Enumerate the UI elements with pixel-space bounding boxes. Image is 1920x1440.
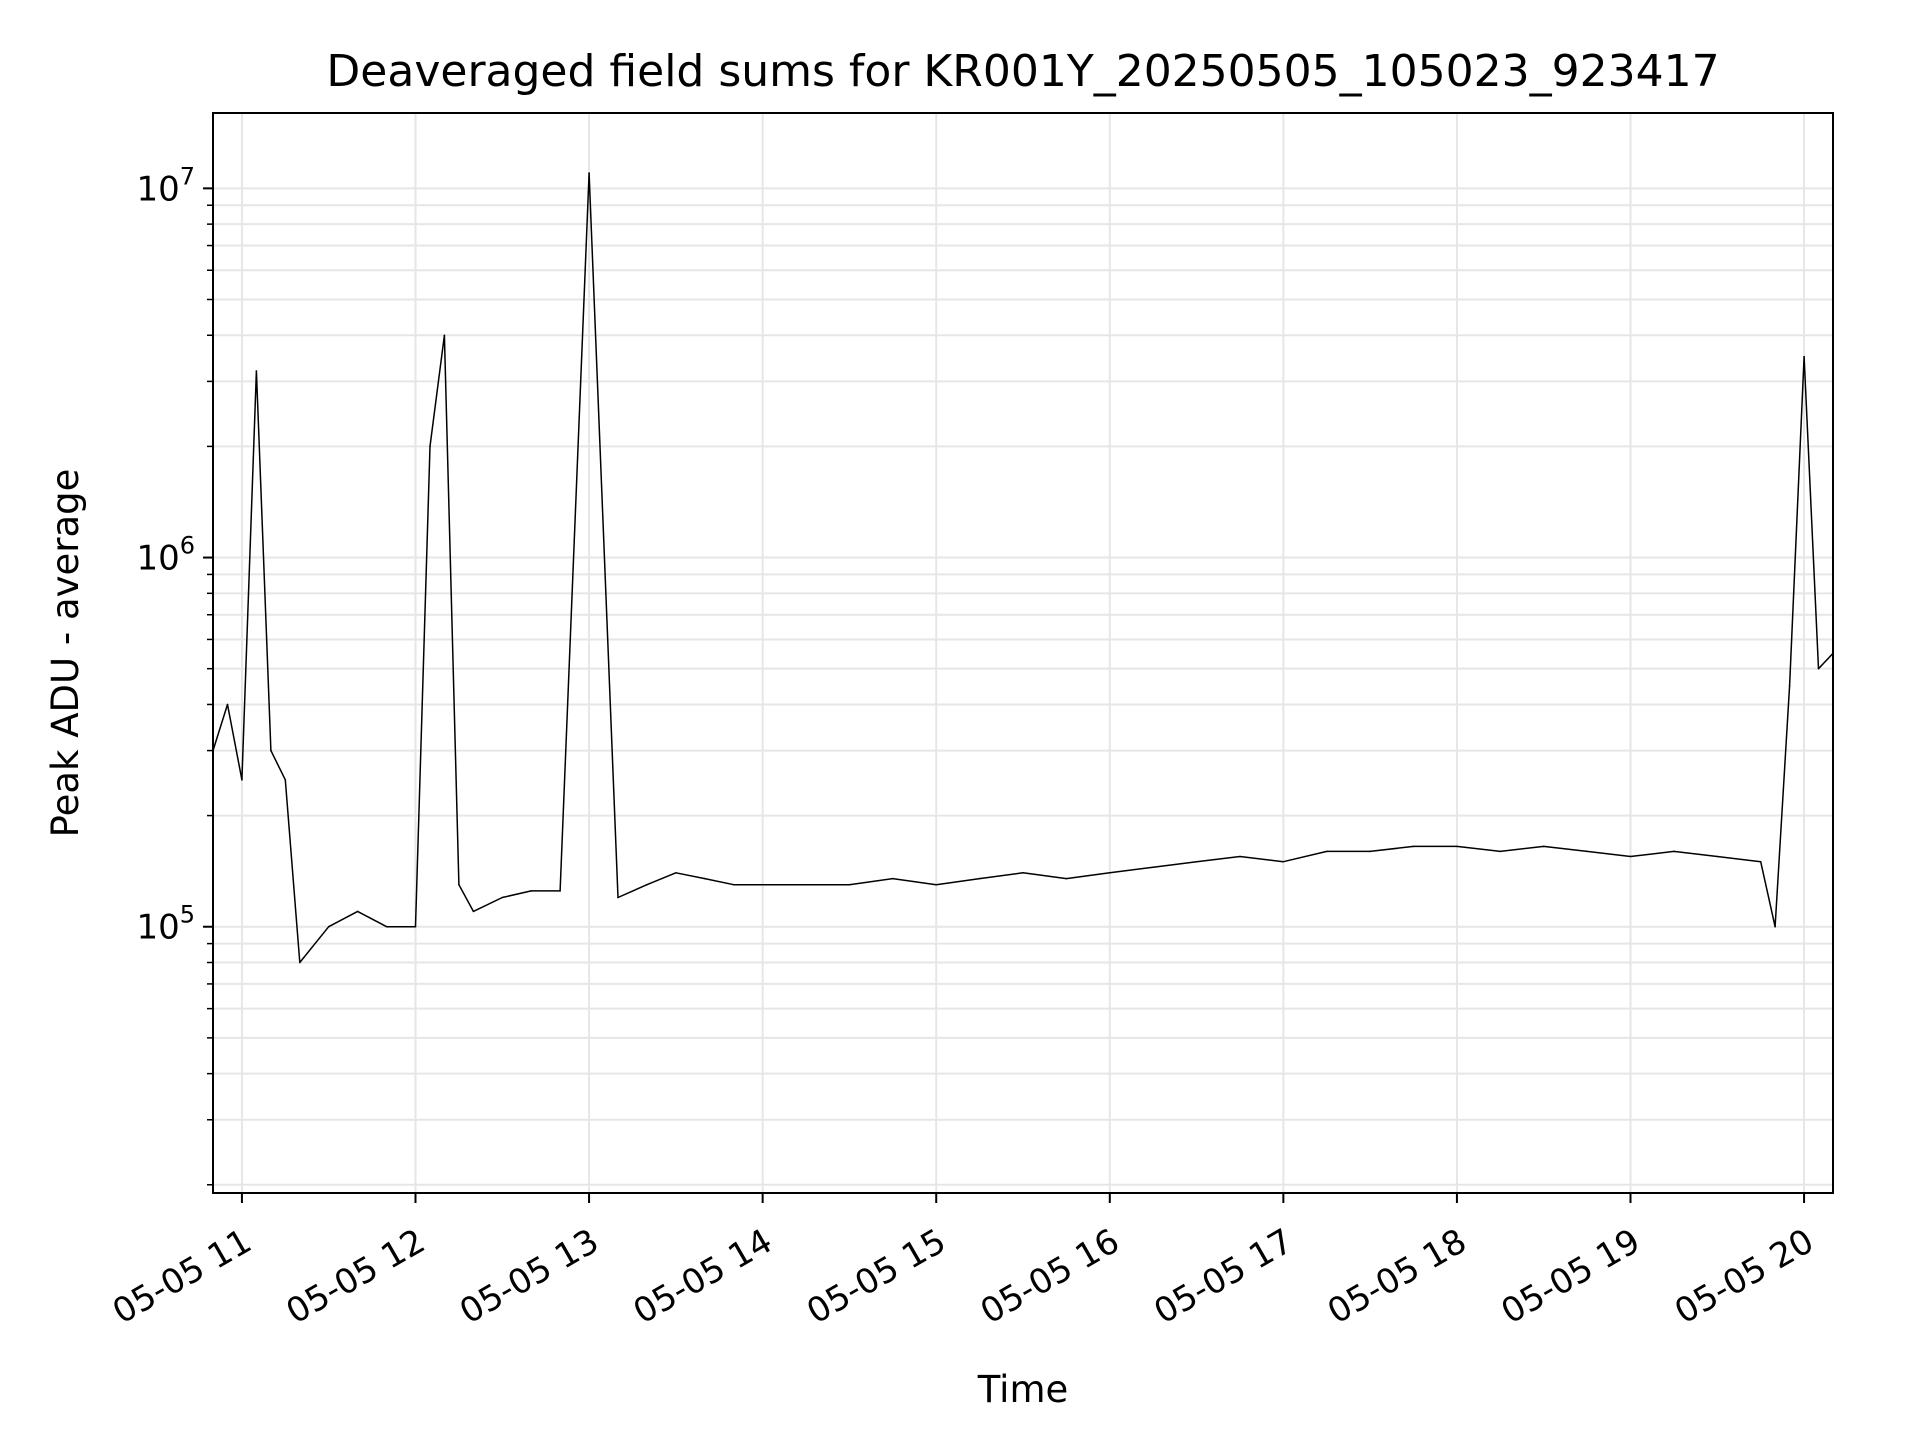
data-point <box>617 896 619 899</box>
data-point <box>704 877 706 880</box>
data-point <box>385 925 388 928</box>
data-point <box>1195 860 1198 863</box>
data-point <box>226 703 229 706</box>
y-tick-base: 10 <box>136 908 179 948</box>
data-point <box>429 445 431 448</box>
data-point <box>1152 866 1154 868</box>
data-point <box>1803 355 1805 358</box>
data-point <box>848 883 851 886</box>
data-point <box>1326 850 1328 853</box>
data-point <box>1456 845 1458 848</box>
data-point <box>588 172 590 174</box>
data-point <box>559 890 561 892</box>
data-point <box>1239 855 1241 858</box>
y-tick-exponent: 5 <box>180 901 195 929</box>
data-point <box>675 872 677 874</box>
data-point <box>458 883 460 886</box>
data-point <box>646 883 648 886</box>
data-point <box>284 779 287 781</box>
data-point <box>472 910 475 913</box>
data-point <box>935 883 937 886</box>
data-point <box>530 890 532 892</box>
y-tick-base: 10 <box>136 539 179 579</box>
data-point <box>1065 877 1068 880</box>
data-point <box>1499 850 1502 853</box>
data-point <box>1788 684 1791 687</box>
data-point <box>1774 925 1776 928</box>
data-point <box>1369 850 1371 853</box>
chart-title: Deaveraged field sums for KR001Y_2025050… <box>326 46 1719 97</box>
data-point <box>732 883 735 886</box>
data-point <box>1542 845 1545 848</box>
data-point <box>1629 855 1632 858</box>
data-point <box>978 877 981 880</box>
data-point <box>1412 845 1415 848</box>
y-tick-label: 107 <box>136 162 195 209</box>
data-point <box>805 883 807 886</box>
data-point <box>1817 667 1820 670</box>
data-point <box>414 925 417 928</box>
data-point <box>1282 860 1285 863</box>
data-point <box>501 896 504 899</box>
data-point <box>761 883 764 886</box>
data-point <box>1022 872 1024 874</box>
plot-frame <box>212 112 1834 1194</box>
data-point <box>270 749 272 752</box>
data-point <box>443 334 446 337</box>
data-point <box>299 961 301 964</box>
data-point <box>356 910 359 913</box>
data-point <box>1109 872 1111 874</box>
y-tick-exponent: 6 <box>180 532 195 560</box>
data-point <box>327 925 330 928</box>
y-tick-base: 10 <box>136 169 179 209</box>
y-tick-label: 106 <box>136 532 195 579</box>
y-tick-label: 105 <box>136 901 195 948</box>
data-point <box>1759 860 1762 863</box>
y-tick-exponent: 7 <box>180 162 195 190</box>
data-point <box>1716 855 1719 858</box>
data-point <box>892 877 894 880</box>
data-point <box>1673 850 1675 853</box>
grid <box>213 113 1833 1193</box>
x-axis-label: Time <box>977 1368 1069 1411</box>
data-point <box>241 779 243 781</box>
y-axis-label: Peak ADU - average <box>44 469 87 838</box>
data-point <box>255 370 258 372</box>
data-point <box>1586 850 1588 853</box>
